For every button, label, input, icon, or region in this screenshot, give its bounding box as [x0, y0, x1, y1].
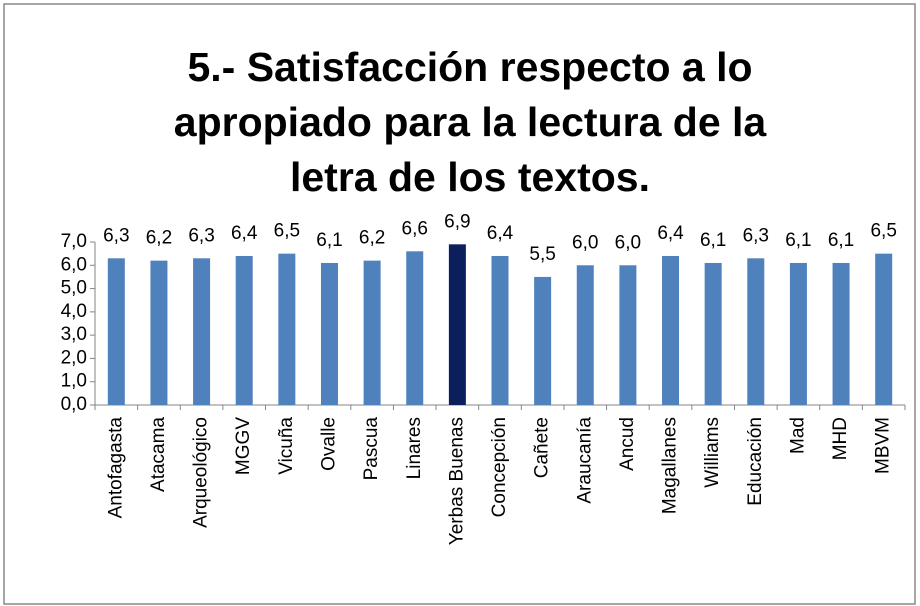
bar [406, 251, 424, 405]
y-tick-label: 3,0 [61, 324, 87, 345]
value-label: 6,6 [402, 218, 428, 239]
y-tick-label: 4,0 [61, 301, 87, 322]
bar [448, 244, 466, 405]
bar [363, 260, 381, 405]
chart-title: 5.- Satisfacción respecto a lo apropiado… [173, 44, 767, 200]
bar [320, 262, 338, 405]
bar [619, 265, 637, 405]
value-label: 6,1 [828, 230, 854, 251]
x-tick-label: Pascua [361, 417, 382, 481]
value-label: 5,5 [529, 244, 555, 265]
y-tick-label: 7,0 [61, 231, 87, 252]
bar [875, 253, 893, 405]
x-tick-label: MHD [830, 417, 851, 460]
value-label: 6,4 [487, 223, 514, 244]
y-tick-label: 2,0 [61, 347, 87, 368]
bar [491, 255, 509, 405]
value-label: 6,3 [188, 225, 214, 246]
x-tick-label: Ancud [617, 417, 638, 471]
bar [534, 276, 552, 405]
bar [704, 262, 722, 405]
bar [278, 253, 296, 405]
bar [193, 258, 211, 405]
bar [576, 265, 594, 405]
bar [662, 255, 680, 405]
value-label: 6,2 [146, 228, 172, 249]
y-tick-label: 6,0 [61, 254, 87, 275]
x-tick-label: MBVM [873, 417, 894, 474]
value-label: 6,4 [231, 223, 258, 244]
value-label: 6,2 [359, 228, 385, 249]
y-tick-label: 1,0 [61, 371, 87, 392]
x-tick-label: Atacama [148, 417, 169, 492]
value-label: 6,1 [316, 230, 342, 251]
bar [789, 262, 807, 405]
x-tick-label: Antofagasta [105, 417, 126, 519]
value-label: 6,9 [444, 211, 470, 232]
chart-border [3, 3, 916, 605]
value-label: 6,3 [103, 225, 129, 246]
bar [150, 260, 168, 405]
x-tick-label: Linares [404, 417, 425, 479]
x-tick-label: Yerbas Buenas [446, 417, 467, 545]
value-label: 6,5 [274, 221, 300, 242]
value-label: 6,0 [615, 232, 641, 253]
x-tick-label: Vicuña [276, 417, 297, 475]
value-label: 6,1 [700, 230, 726, 251]
y-tick-label: 0,0 [61, 394, 87, 415]
bar [832, 262, 850, 405]
value-label: 6,4 [657, 223, 684, 244]
x-tick-label: Educación [745, 417, 766, 506]
x-tick-label: Araucanía [574, 417, 595, 504]
bar [235, 255, 253, 405]
x-tick-label: Cañete [532, 417, 553, 478]
x-tick-label: Concepción [489, 417, 510, 517]
bar [747, 258, 765, 405]
value-label: 6,3 [743, 225, 769, 246]
value-label: 6,5 [870, 221, 896, 242]
x-tick-label: Mad [787, 417, 808, 454]
bar [107, 258, 125, 405]
x-tick-label: Magallanes [660, 417, 681, 514]
y-tick-label: 5,0 [61, 278, 87, 299]
value-label: 6,0 [572, 232, 598, 253]
x-tick-label: Arqueológico [191, 417, 212, 528]
value-label: 6,1 [785, 230, 811, 251]
x-tick-label: MGGV [233, 417, 254, 475]
x-tick-label: Ovalle [318, 417, 339, 471]
x-tick-label: Williams [702, 417, 723, 488]
